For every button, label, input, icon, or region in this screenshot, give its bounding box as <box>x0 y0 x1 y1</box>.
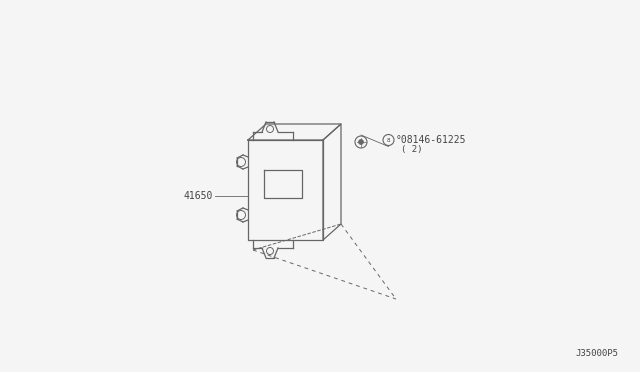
Text: °08146-61225: °08146-61225 <box>396 135 467 145</box>
Text: ( 2): ( 2) <box>401 144 422 154</box>
Circle shape <box>358 140 364 144</box>
Text: J35000P5: J35000P5 <box>575 349 618 358</box>
Text: 8: 8 <box>387 138 390 142</box>
Text: 41650: 41650 <box>184 191 213 201</box>
